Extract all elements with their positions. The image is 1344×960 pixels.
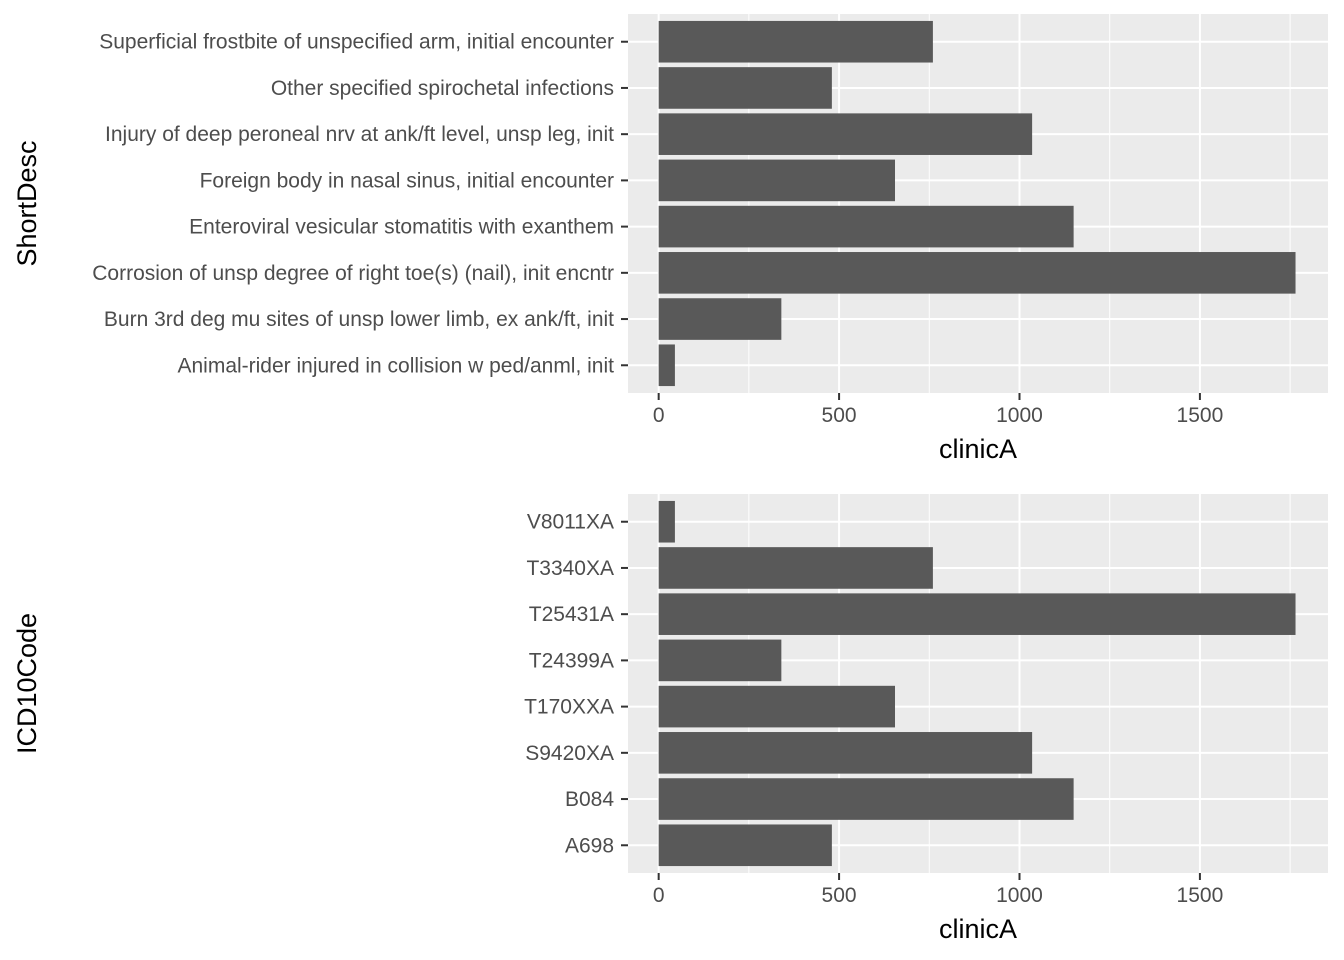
y-tick-label: Burn 3rd deg mu sites of unsp lower limb… [104,308,614,331]
bar [658,824,832,867]
bar [658,685,896,728]
bar [658,298,782,340]
y-tick-label: Superficial frostbite of unspecified arm… [99,31,614,54]
bar [658,778,1074,820]
bar [658,67,832,109]
y-tick-label: Animal-rider injured in collision w ped/… [177,354,614,377]
y-tick-label: Other specified spirochetal infections [271,77,614,100]
y-tick-label: Enteroviral vesicular stomatitis with ex… [189,216,614,239]
x-tick-label: 1500 [1177,404,1224,427]
y-tick-label: B084 [565,788,614,811]
y-tick-label: T3340XA [526,557,614,580]
bar [658,252,1296,294]
y-axis-title: ShortDesc [12,140,42,266]
y-tick-label: Corrosion of unsp degree of right toe(s)… [92,262,614,285]
x-tick-label: 1000 [996,404,1043,427]
x-tick-label: 500 [822,404,857,427]
y-tick-label: A698 [565,834,614,857]
bar [658,593,1296,635]
y-tick-label: T24399A [529,649,614,672]
y-tick-label: Foreign body in nasal sinus, initial enc… [200,169,614,192]
bar [658,205,1074,248]
y-tick-label: Injury of deep peroneal nrv at ank/ft le… [105,123,614,146]
x-tick-label: 1000 [996,884,1043,907]
x-tick-label: 500 [822,884,857,907]
x-axis-title: clinicA [939,914,1017,944]
bar [658,344,675,387]
bar [658,20,933,63]
y-tick-label: T170XXA [524,696,614,719]
y-axis-title: ICD10Code [12,613,42,754]
bar [658,639,782,682]
x-tick-label: 1500 [1177,884,1224,907]
bar [658,500,675,543]
y-tick-label: V8011XA [527,511,614,534]
y-tick-label: S9420XA [525,742,614,765]
bar [658,113,1033,155]
icd10code-panel: A698 B084 S9420XA T170XXA T24399A T25431A T334… [12,494,1328,944]
x-tick-label: 0 [653,404,665,427]
shortdesc-panel: Animal-rider injured in collision w ped/… [12,14,1328,464]
y-tick-label: T25431A [529,603,614,626]
bar [658,547,933,589]
bar [658,159,896,202]
x-axis-title: clinicA [939,434,1017,464]
x-tick-label: 0 [653,884,665,907]
bar [658,732,1033,774]
